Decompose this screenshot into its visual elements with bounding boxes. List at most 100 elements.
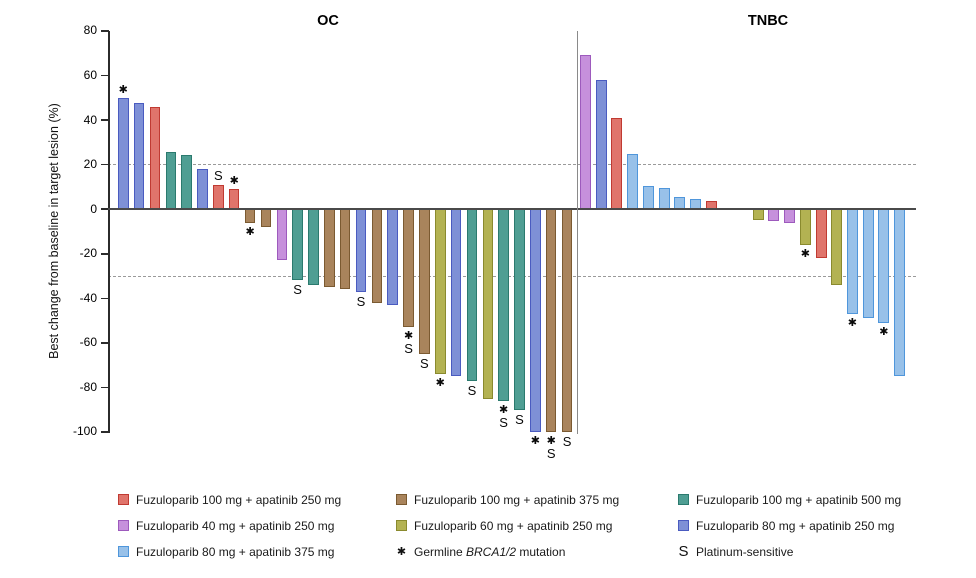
y-tick-label: 20 <box>83 157 97 172</box>
legend-item: Fuzuloparib 100 mg + apatinib 250 mg <box>118 492 341 507</box>
zero-baseline <box>108 208 916 210</box>
legend-platinum-note: S Platinum-sensitive <box>678 543 901 560</box>
bar-marks: S <box>468 384 477 397</box>
platinum-sensitive-mark: S <box>356 293 366 309</box>
legend-label: Fuzuloparib 60 mg + apatinib 250 mg <box>414 518 613 533</box>
yellow-swatch-icon <box>396 520 407 531</box>
legend-label: Germline BRCA1/2 mutation <box>414 544 566 559</box>
bar-oc-24 <box>482 209 494 399</box>
brca-mutation-star-mark: ✱ <box>800 246 810 260</box>
bar-oc-6 <box>197 169 208 210</box>
platinum-sensitive-mark: S <box>515 411 524 427</box>
bar-oc-11 <box>276 209 287 261</box>
y-tick <box>101 163 109 166</box>
bar-tnbc-14 <box>815 209 827 259</box>
orchid-swatch-icon <box>118 520 129 531</box>
bar-tnbc-2 <box>595 79 607 210</box>
y-axis <box>108 31 110 433</box>
bar-oc-4 <box>165 152 177 210</box>
brca-mutation-star-mark: ✱ <box>499 402 509 416</box>
brca-mutation-star-mark: ✱ <box>229 174 239 188</box>
legend-column-1: Fuzuloparib 100 mg + apatinib 250 mg Fuzu… <box>118 492 341 559</box>
bar-tnbc-4 <box>627 153 639 210</box>
brca-mutation-star-mark: ✱ <box>118 82 128 96</box>
bar-oc-28 <box>545 209 557 432</box>
bar-oc-14 <box>324 209 335 288</box>
legend-label: Fuzuloparib 80 mg + apatinib 375 mg <box>136 544 335 559</box>
brca-mutation-star-mark: ✱ <box>546 433 556 447</box>
bar-marks: ✱ <box>531 435 540 446</box>
y-tick-label: -20 <box>79 246 97 261</box>
legend-item: Fuzuloparib 100 mg + apatinib 375 mg <box>396 492 619 507</box>
legend-label: Fuzuloparib 80 mg + apatinib 250 mg <box>696 518 895 533</box>
reference-line--30 <box>108 275 916 277</box>
reference-line-20 <box>108 164 916 166</box>
platinum-sensitive-mark: S <box>562 433 572 449</box>
y-tick-label: 0 <box>90 201 97 216</box>
bar-oc-17 <box>371 209 383 303</box>
bar-oc-29 <box>561 209 573 432</box>
bar-oc-23 <box>466 209 478 381</box>
y-tick-label: -40 <box>79 290 97 305</box>
bar-oc-26 <box>514 209 525 410</box>
y-tick <box>101 253 109 255</box>
star-icon: ✱ <box>396 545 407 558</box>
s-icon: S <box>678 543 689 560</box>
legend-item: Fuzuloparib 60 mg + apatinib 250 mg <box>396 518 619 533</box>
brca-mutation-star-mark: ✱ <box>879 324 889 338</box>
y-tick <box>101 30 109 32</box>
bar-marks: ✱ S <box>404 330 413 355</box>
bar-tnbc-12 <box>784 209 796 223</box>
y-tick <box>101 119 109 121</box>
platinum-sensitive-mark: S <box>404 341 413 357</box>
bar-marks: ✱ <box>245 226 254 237</box>
bar-marks: S <box>214 169 223 182</box>
bar-marks: ✱ <box>848 317 857 328</box>
legend-label: Platinum-sensitive <box>696 544 794 559</box>
legend-item: Fuzuloparib 80 mg + apatinib 375 mg <box>118 544 341 559</box>
legend-column-3: Fuzuloparib 100 mg + apatinib 500 mg Fuzu… <box>678 492 901 560</box>
y-tick <box>101 386 109 389</box>
y-tick <box>101 208 109 210</box>
lightblue-swatch-icon <box>118 546 129 557</box>
bar-oc-7 <box>213 184 224 210</box>
bar-oc-21 <box>435 209 446 375</box>
bar-tnbc-19 <box>894 209 905 377</box>
bar-marks: S <box>563 435 572 448</box>
bar-tnbc-5 <box>642 185 654 210</box>
legend-column-2: Fuzuloparib 100 mg + apatinib 375 mg Fuzu… <box>396 492 619 559</box>
bar-tnbc-11 <box>768 209 780 222</box>
bar-marks: ✱ <box>119 84 128 95</box>
bar-marks: ✱ S <box>547 435 556 460</box>
brca-mutation-star-mark: ✱ <box>245 224 255 238</box>
bar-oc-8 <box>228 189 240 210</box>
legend-item: Fuzuloparib 80 mg + apatinib 250 mg <box>678 518 901 533</box>
bar-marks: ✱ <box>436 377 445 388</box>
bar-tnbc-16 <box>846 209 858 314</box>
y-tick-label: -100 <box>72 424 97 439</box>
y-tick-label: -80 <box>79 379 97 394</box>
red-swatch-icon <box>118 494 129 505</box>
panel-divider <box>577 31 579 434</box>
bar-oc-16 <box>355 209 367 292</box>
bar-oc-22 <box>450 209 462 377</box>
bar-oc-20 <box>419 209 430 354</box>
y-axis-label: Best change from baseline in target lesi… <box>47 103 61 359</box>
platinum-sensitive-mark: S <box>467 382 477 398</box>
bar-oc-19 <box>403 209 414 328</box>
bar-tnbc-15 <box>831 209 843 285</box>
bar-marks: ✱ <box>801 248 810 259</box>
oc-panel-title: OC <box>317 13 339 29</box>
bar-oc-13 <box>308 209 319 285</box>
platinum-sensitive-mark: S <box>420 356 429 371</box>
brca-mutation-star-mark: ✱ <box>435 376 445 390</box>
bar-oc-10 <box>260 209 272 227</box>
legend-item: Fuzuloparib 100 mg + apatinib 500 mg <box>678 492 901 507</box>
bar-tnbc-1 <box>580 55 591 210</box>
bar-oc-25 <box>498 209 509 401</box>
brca-mutation-star-mark: ✱ <box>847 315 857 329</box>
platinum-sensitive-mark: S <box>214 167 223 183</box>
bar-tnbc-7 <box>674 196 686 210</box>
brca-mutation-star-mark: ✱ <box>530 433 540 447</box>
